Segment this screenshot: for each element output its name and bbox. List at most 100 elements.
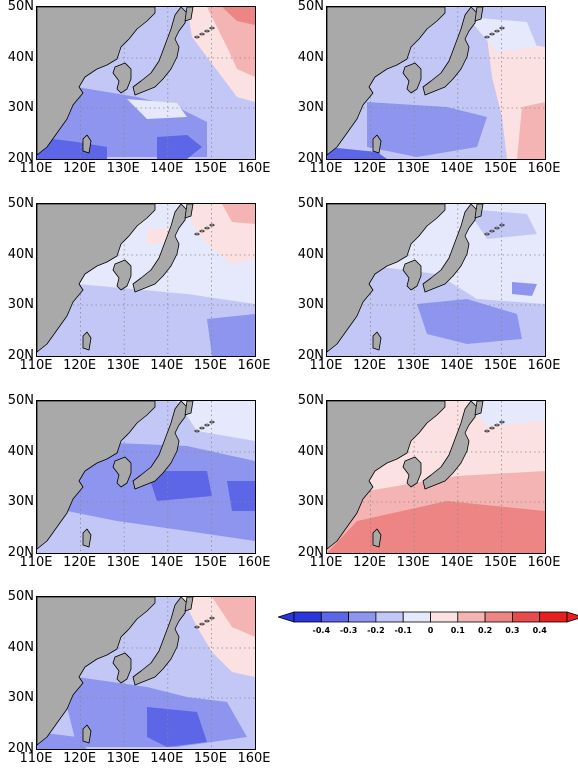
land-mass xyxy=(112,652,132,684)
lon-tick-label: 120E xyxy=(63,358,97,373)
anomaly-contour xyxy=(467,401,545,426)
lon-tick-label: 130E xyxy=(396,161,430,176)
land-mass xyxy=(37,204,156,353)
colorbar-segment xyxy=(293,611,322,623)
lon-tick-label: 160E xyxy=(237,555,271,570)
land-mass xyxy=(37,597,156,746)
colorbar-label: 0 xyxy=(427,626,434,635)
lon-tick-label: 140E xyxy=(150,161,184,176)
lon-tick-label: 140E xyxy=(440,358,474,373)
anomaly-contour xyxy=(227,481,255,511)
anomaly-contour xyxy=(327,501,545,553)
island xyxy=(204,423,210,427)
land-mass xyxy=(184,204,194,219)
anomaly-contour xyxy=(367,102,487,157)
land-mass xyxy=(37,401,156,550)
island xyxy=(209,420,215,424)
map-canvas xyxy=(327,204,545,356)
lon-tick-label: 160E xyxy=(237,751,271,766)
island xyxy=(194,35,200,39)
lat-tick-label: 20N xyxy=(297,151,324,166)
land-mass xyxy=(112,456,132,488)
lon-tick-label: 110E xyxy=(309,358,343,373)
lat-tick-label: 20N xyxy=(297,545,324,560)
lat-tick-label: 50N xyxy=(7,393,34,408)
lon-tick-label: 120E xyxy=(63,751,97,766)
island xyxy=(489,229,495,233)
land-mass xyxy=(184,597,194,612)
anomaly-contour xyxy=(467,17,537,52)
land-mass xyxy=(82,331,92,351)
colorbar: -0.4 -0.3 -0.2 -0.1 0 0.1 0.2 0.3 0.4 xyxy=(276,610,578,640)
anomaly-contour xyxy=(222,7,255,25)
land-mass xyxy=(372,528,382,548)
map-panel-3 xyxy=(36,203,256,357)
island xyxy=(484,35,490,39)
lat-tick-label: 50N xyxy=(297,0,324,14)
island xyxy=(499,420,505,424)
island xyxy=(199,622,205,626)
map-panel-4 xyxy=(326,203,546,357)
lat-tick-label: 20N xyxy=(7,348,34,363)
island xyxy=(194,232,200,236)
land-mass xyxy=(402,456,422,488)
lon-tick-label: 160E xyxy=(527,358,561,373)
lon-tick-label: 150E xyxy=(483,161,517,176)
anomaly-contour xyxy=(212,597,255,637)
island xyxy=(204,226,210,230)
land-mass xyxy=(474,7,484,22)
island xyxy=(209,616,215,620)
lon-tick-label: 120E xyxy=(353,358,387,373)
lat-tick-label: 50N xyxy=(297,196,324,211)
land-mass xyxy=(112,62,132,94)
anomaly-contour xyxy=(417,299,522,344)
lat-tick-label: 40N xyxy=(7,49,34,65)
lon-tick-label: 120E xyxy=(63,161,97,176)
lat-tick-label: 20N xyxy=(7,741,34,756)
colorbar-segment xyxy=(348,611,377,623)
colorbar-segment xyxy=(430,611,459,623)
map-panel-6 xyxy=(326,400,546,554)
lat-tick-label: 20N xyxy=(7,151,34,166)
lon-tick-label: 140E xyxy=(150,751,184,766)
lat-tick-label: 30N xyxy=(297,100,324,116)
anomaly-contour xyxy=(37,284,255,356)
colorbar-segment xyxy=(539,611,568,623)
lon-tick-label: 130E xyxy=(396,358,430,373)
colorbar-segment xyxy=(375,611,404,623)
lon-tick-label: 140E xyxy=(440,555,474,570)
island xyxy=(204,29,210,33)
lat-tick-label: 30N xyxy=(7,690,34,706)
colorbar-segment xyxy=(402,611,431,623)
land-mass xyxy=(402,62,422,94)
land-mass xyxy=(37,7,156,156)
lon-tick-label: 150E xyxy=(193,751,227,766)
lat-tick-label: 30N xyxy=(7,297,34,313)
land-mass xyxy=(184,7,194,22)
lon-tick-label: 160E xyxy=(237,358,271,373)
lat-tick-label: 40N xyxy=(7,246,34,262)
land-mass xyxy=(112,259,132,291)
land-mass xyxy=(82,528,92,548)
island xyxy=(199,32,205,36)
colorbar-label: -0.4 xyxy=(312,626,331,635)
colorbar-label: 0.4 xyxy=(532,626,547,635)
land-mass xyxy=(474,204,484,219)
land-mass xyxy=(372,331,382,351)
lat-tick-label: 40N xyxy=(297,49,324,65)
island xyxy=(499,26,505,30)
island xyxy=(194,429,200,433)
map-canvas xyxy=(327,7,545,159)
lon-tick-label: 120E xyxy=(63,555,97,570)
lon-tick-label: 140E xyxy=(440,161,474,176)
island xyxy=(194,625,200,629)
lon-tick-label: 130E xyxy=(106,555,140,570)
lon-tick-label: 160E xyxy=(527,555,561,570)
anomaly-contour xyxy=(37,732,87,749)
lon-tick-label: 140E xyxy=(150,555,184,570)
land-mass xyxy=(402,259,422,291)
anomaly-contour xyxy=(517,102,545,159)
lat-tick-label: 50N xyxy=(297,393,324,408)
colorbar-segment xyxy=(511,611,541,623)
colorbar-label: -0.3 xyxy=(339,626,358,635)
